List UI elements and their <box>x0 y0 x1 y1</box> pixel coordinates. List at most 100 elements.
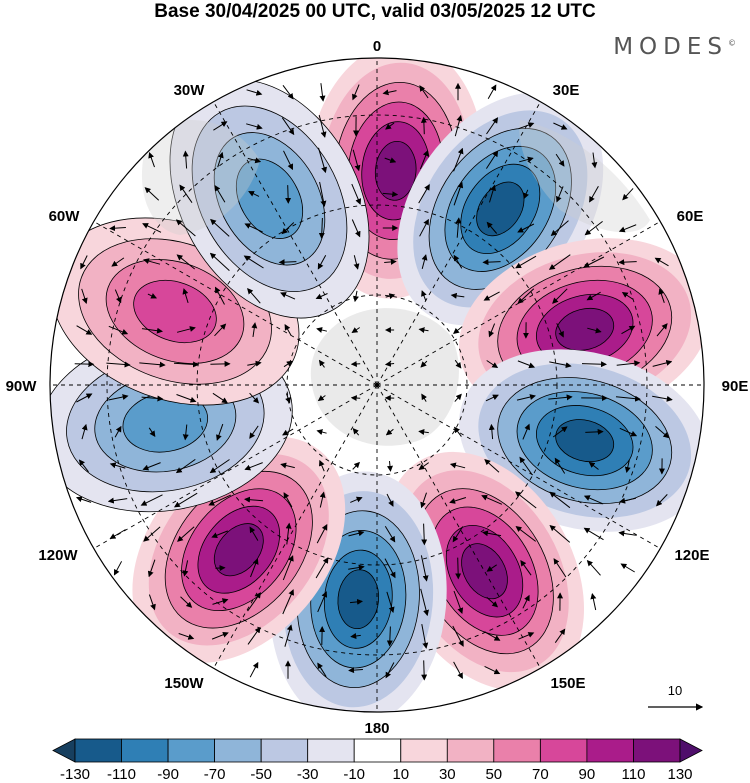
wind-arrow <box>652 359 673 367</box>
colorbar-tick-label: 50 <box>485 766 502 783</box>
wind-arrow <box>318 147 328 174</box>
wind-arrow <box>214 323 227 337</box>
wind-arrow <box>583 256 605 268</box>
wind-arrow <box>387 461 393 472</box>
wind-arrow <box>384 526 396 543</box>
wind-arrow <box>109 225 126 232</box>
wind-arrow <box>182 288 189 304</box>
wind-arrow <box>109 529 126 540</box>
wind-arrow <box>143 526 161 542</box>
wind-arrow <box>316 327 328 333</box>
wind-arrow <box>140 494 163 506</box>
wind-arrow <box>216 423 224 441</box>
wind-arrow <box>515 525 537 542</box>
colorbar-tick-label: -130 <box>60 766 90 783</box>
wind-arrow <box>81 423 88 440</box>
lon-label-180: 180 <box>364 720 389 737</box>
wind-arrow <box>587 327 602 334</box>
wind-arrow <box>484 631 501 641</box>
wind-arrow <box>488 323 496 338</box>
wind-arrow <box>454 359 462 369</box>
wind-arrow <box>486 564 497 572</box>
wind-arrow <box>142 462 161 471</box>
wind-arrow <box>453 254 463 269</box>
colorbar-tick-label: 110 <box>622 766 646 783</box>
wind-arrow <box>618 530 637 537</box>
wind-arrow <box>621 291 634 300</box>
wind-arrow <box>244 223 263 233</box>
wind-arrow <box>351 219 361 238</box>
wind-arrow <box>590 593 597 611</box>
arctic-landmass <box>310 308 459 446</box>
wind-arrow <box>352 149 361 172</box>
lon-label-60e: 60E <box>677 208 704 225</box>
colorbar-swatch <box>586 738 634 763</box>
wind-arrow <box>215 565 226 572</box>
wind-arrow <box>523 189 529 200</box>
wind-arrow <box>144 187 160 201</box>
wind-arrow <box>251 322 258 337</box>
colorbar: -130 -110 -90 -70 -50 -30 -10 10 30 50 70 90 110 130 <box>52 738 703 783</box>
wind-arrow <box>147 559 156 578</box>
lon-label-0: 0 <box>373 38 381 55</box>
wind-arrow <box>211 530 228 539</box>
wind-arrow <box>76 393 93 403</box>
wind-arrow <box>419 218 429 237</box>
wind-arrow <box>382 89 397 96</box>
wind-arrow <box>81 288 88 305</box>
wind-arrow <box>385 428 394 436</box>
wind-arrow <box>182 560 189 577</box>
wind-arrow <box>589 186 599 203</box>
wind-arrow <box>76 325 93 335</box>
wind-arrow <box>75 496 92 503</box>
wind-arrow <box>421 393 427 402</box>
wind-arrow <box>244 496 264 503</box>
wind-arrow <box>350 395 361 402</box>
wind-arrow <box>114 425 122 438</box>
map-boundary <box>49 57 705 713</box>
wind-arrow <box>213 121 228 131</box>
colorbar-tick-label: -30 <box>297 766 319 783</box>
wind-arrow <box>176 254 196 270</box>
wind-arrow <box>143 258 161 265</box>
wind-arrow <box>652 395 673 402</box>
wind-arrow <box>318 359 325 368</box>
colorbar-tick-label: -70 <box>204 766 226 783</box>
wind-arrow <box>318 217 325 239</box>
wind-arrow <box>282 555 294 581</box>
wind-arrow <box>553 558 567 578</box>
wind-arrow <box>282 428 294 436</box>
wind-arrow <box>453 326 463 335</box>
wind-arrow <box>620 563 635 573</box>
wind-arrow <box>318 459 325 472</box>
wind-arrow <box>548 254 571 270</box>
wind-arrow <box>483 291 500 301</box>
wind-arrow <box>208 494 232 506</box>
wind-arrow <box>283 360 293 368</box>
wind-arrow <box>553 122 568 130</box>
wind-arrow <box>515 491 537 509</box>
wind-arrow <box>455 217 462 238</box>
wind-arrow <box>281 222 295 235</box>
wind-arrow <box>350 633 361 639</box>
wind-arrow <box>418 462 429 470</box>
map-title: Base 30/04/2025 00 UTC, valid 03/05/2025… <box>154 1 596 22</box>
wind-arrow <box>315 293 328 300</box>
wind-arrow <box>352 428 360 436</box>
wind-arrow <box>586 291 601 301</box>
wind-arrow <box>519 156 534 163</box>
wind-arrow <box>319 491 326 508</box>
wind-arrow <box>421 660 428 681</box>
colorbar-tick-label: 130 <box>667 766 692 783</box>
wind-arrow <box>180 596 193 608</box>
wind-arrow <box>285 522 292 545</box>
wind-arrow <box>658 288 665 303</box>
wind-arrow <box>489 184 496 203</box>
wind-arrow <box>108 394 129 401</box>
wind-arrow <box>142 223 162 233</box>
wind-arrow <box>517 223 535 233</box>
meridian-line <box>93 221 378 386</box>
wind-arrow <box>454 426 462 437</box>
wind-arrow <box>450 292 465 299</box>
wind-arrow <box>556 323 564 338</box>
